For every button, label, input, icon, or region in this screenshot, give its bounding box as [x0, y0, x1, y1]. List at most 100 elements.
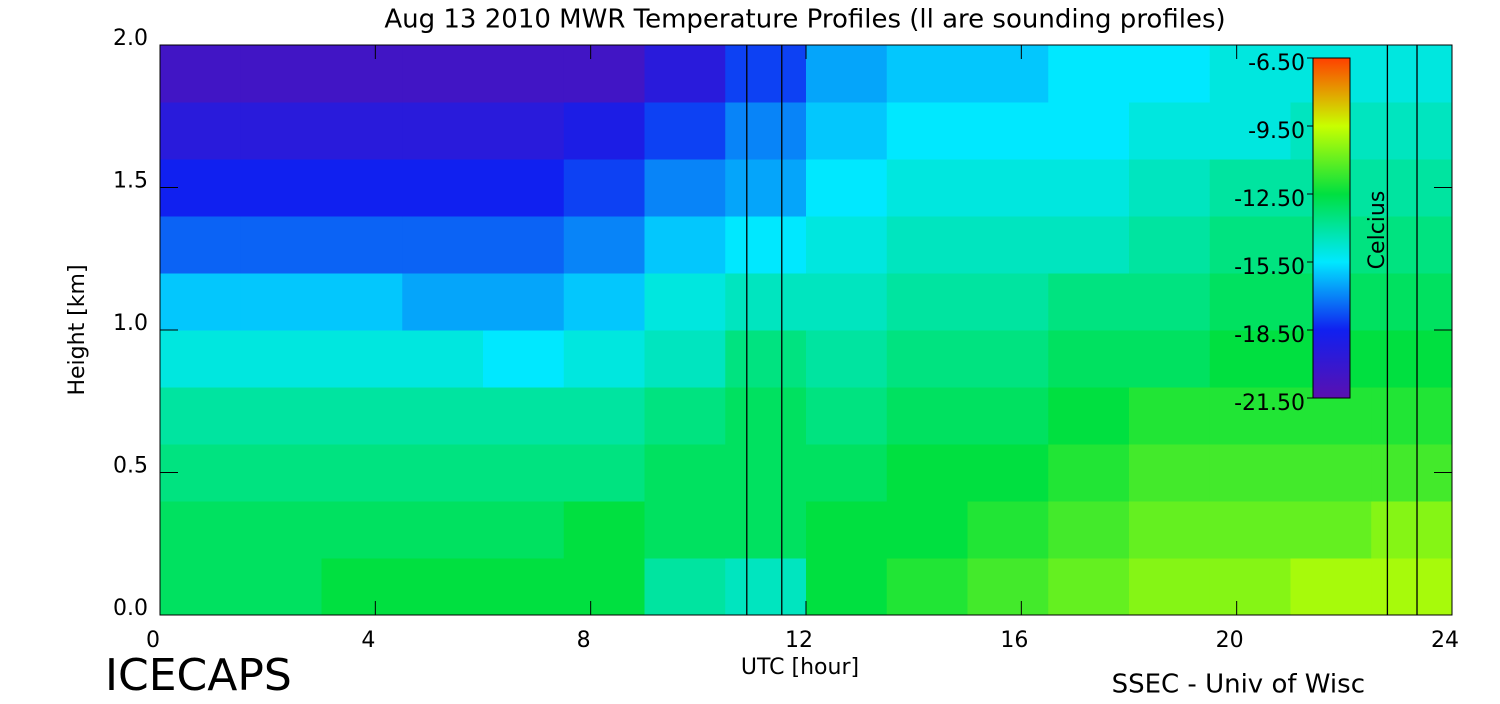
heatmap-cell: [886, 102, 968, 160]
heatmap-cell: [1371, 216, 1452, 274]
heatmap-cell: [160, 501, 242, 559]
heatmap-cell: [644, 273, 726, 331]
heatmap-cell: [1371, 387, 1452, 445]
heatmap-cell: [967, 501, 1049, 559]
heatmap-cell: [563, 444, 645, 502]
heatmap-cell: [967, 558, 1049, 615]
heatmap-cell: [563, 330, 645, 388]
heatmap-cell: [563, 45, 645, 103]
heatmap-cell: [321, 216, 403, 274]
heatmap-cell: [402, 501, 484, 559]
heatmap-cell: [1209, 330, 1291, 388]
heatmap-cell: [160, 558, 242, 615]
heatmap-cell: [725, 159, 807, 217]
x-tick-label: 16: [1000, 628, 1028, 653]
heatmap-cell: [886, 387, 968, 445]
heatmap-cell: [240, 387, 322, 445]
y-tick-label: 1.5: [113, 169, 148, 194]
heatmap-cell: [240, 330, 322, 388]
heatmap-cell: [644, 330, 726, 388]
heatmap-cell: [644, 387, 726, 445]
heatmap-cell: [1129, 216, 1211, 274]
heatmap-cell: [1048, 558, 1130, 615]
heatmap-cell: [806, 330, 888, 388]
heatmap-cell: [1048, 216, 1130, 274]
heatmap-cell: [1048, 501, 1130, 559]
heatmap-cell: [160, 45, 242, 103]
heatmap-cell: [725, 501, 807, 559]
brand-left: ICECAPS: [105, 650, 292, 700]
heatmap-cell: [1048, 159, 1130, 217]
heatmap-cell: [402, 45, 484, 103]
heatmap-cell: [321, 102, 403, 160]
heatmap-cell: [967, 102, 1049, 160]
colorbar: [1312, 57, 1351, 399]
x-tick-label: 20: [1216, 628, 1244, 653]
y-axis-label: Height [km]: [65, 264, 90, 395]
heatmap-cell: [483, 330, 565, 388]
heatmap-cell: [644, 159, 726, 217]
heatmap-cell: [1209, 501, 1291, 559]
heatmap-cell: [1048, 45, 1130, 103]
heatmap-cell: [644, 102, 726, 160]
heatmap-cell: [644, 216, 726, 274]
x-tick-label: 0: [146, 628, 160, 653]
heatmap-cell: [725, 330, 807, 388]
heatmap-cell: [563, 501, 645, 559]
heatmap-cell: [483, 444, 565, 502]
heatmap-cell: [1290, 558, 1372, 615]
heatmap-cell: [886, 159, 968, 217]
colorbar-tick-label: -6.50: [1248, 51, 1305, 76]
heatmap-cell: [886, 501, 968, 559]
heatmap-cell: [886, 273, 968, 331]
heatmap-cell: [644, 558, 726, 615]
heatmap-cell: [886, 558, 968, 615]
heatmap-cell: [806, 558, 888, 615]
heatmap-cell: [967, 216, 1049, 274]
heatmap-cell: [160, 387, 242, 445]
heatmap-cell: [1209, 444, 1291, 502]
heatmap-cell: [967, 330, 1049, 388]
heatmap-cell: [563, 159, 645, 217]
heatmap-cell: [806, 159, 888, 217]
heatmap-cell: [1129, 45, 1211, 103]
heatmap-cell: [402, 330, 484, 388]
heatmap-cell: [402, 159, 484, 217]
heatmap-cell: [1129, 330, 1211, 388]
heatmap-cell: [886, 45, 968, 103]
heatmap-cell: [967, 387, 1049, 445]
heatmap-cell: [240, 273, 322, 331]
heatmap-cell: [1209, 45, 1291, 103]
heatmap-cell: [402, 273, 484, 331]
heatmap-cell: [1371, 558, 1452, 615]
x-tick-label: 24: [1431, 628, 1459, 653]
heatmap-cell: [240, 45, 322, 103]
heatmap-cell: [160, 330, 242, 388]
heatmap-cell: [806, 387, 888, 445]
heatmap-cell: [1048, 330, 1130, 388]
heatmap-cell: [1209, 558, 1291, 615]
y-tick-label: 0.0: [113, 596, 148, 621]
heatmap-cell: [1048, 273, 1130, 331]
heatmap-cell: [725, 444, 807, 502]
heatmap-cell: [806, 45, 888, 103]
heatmap-cell: [1209, 102, 1291, 160]
heatmap-cell: [1371, 330, 1452, 388]
heatmap-cell: [483, 159, 565, 217]
heatmap-cell: [563, 216, 645, 274]
heatmap-cell: [725, 102, 807, 160]
heatmap-cell: [321, 558, 403, 615]
heatmap-cell: [1129, 273, 1211, 331]
heatmap-cell: [967, 159, 1049, 217]
heatmap-cell: [240, 501, 322, 559]
heatmap-cell: [806, 273, 888, 331]
heatmap-cell: [402, 102, 484, 160]
heatmap-cell: [725, 387, 807, 445]
heatmap-cell: [483, 501, 565, 559]
heatmap-cell: [1129, 444, 1211, 502]
colorbar-tick-label: -9.50: [1248, 119, 1305, 144]
heatmap-cell: [1371, 45, 1452, 103]
y-tick-label: 0.5: [113, 454, 148, 479]
heatmap-cell: [483, 45, 565, 103]
